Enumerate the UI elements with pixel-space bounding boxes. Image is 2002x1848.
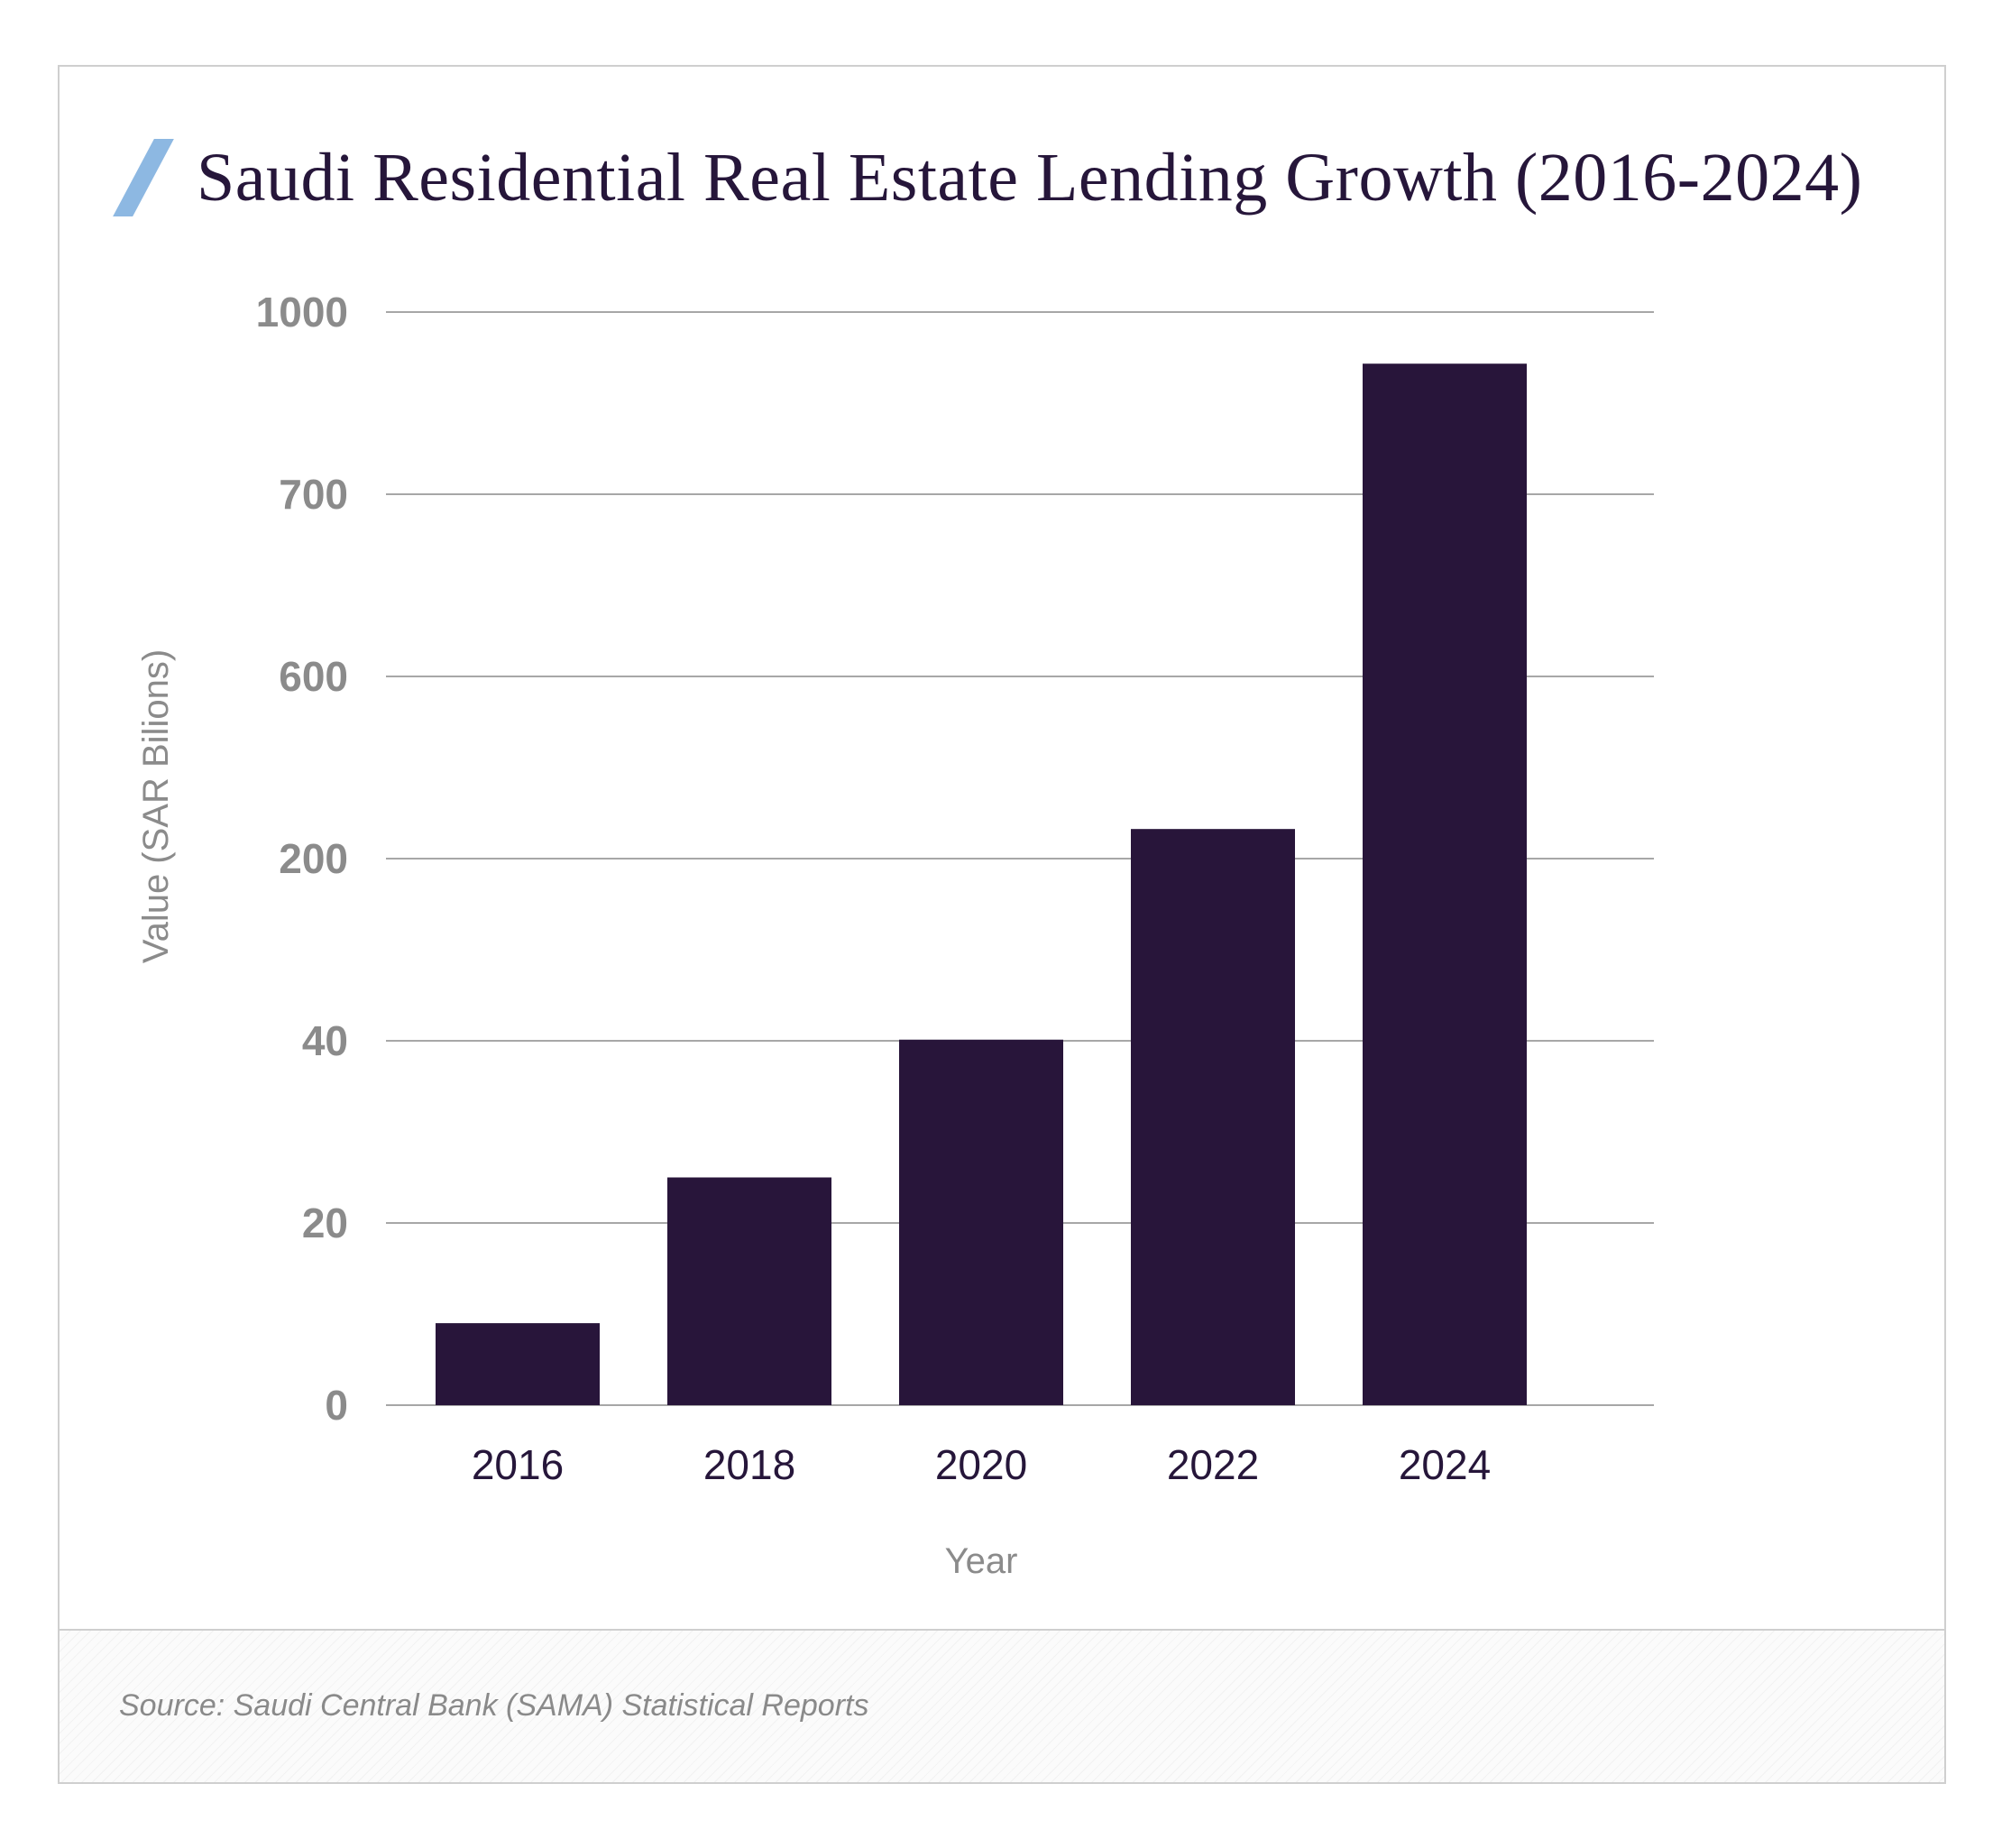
x-tick-label: 2020 xyxy=(935,1441,1027,1488)
x-tick-label: 2024 xyxy=(1399,1441,1491,1488)
x-tick-label: 2018 xyxy=(703,1441,795,1488)
chart-card: Saudi Residential Real Estate Lending Gr… xyxy=(58,65,1946,1784)
title-row: Saudi Residential Real Estate Lending Gr… xyxy=(113,119,1863,236)
x-tick-label: 2016 xyxy=(472,1441,564,1488)
y-tick-labels: 0 20 40 200 600 700 1000 xyxy=(256,289,348,1429)
y-tick-label: 40 xyxy=(302,1017,348,1064)
y-tick-label: 600 xyxy=(279,653,348,700)
x-axis-label: Year xyxy=(945,1541,1018,1581)
y-tick-label: 1000 xyxy=(256,289,348,336)
bar-2018 xyxy=(667,1177,831,1405)
bar-2016 xyxy=(436,1323,600,1405)
y-tick-label: 20 xyxy=(302,1200,348,1246)
y-axis-label: Value (SAR Bilions) xyxy=(136,649,176,963)
source-footer: Source: Saudi Central Bank (SAMA) Statis… xyxy=(60,1629,1944,1782)
y-tick-label: 700 xyxy=(279,471,348,518)
bars xyxy=(436,363,1527,1405)
y-tick-label: 0 xyxy=(325,1382,348,1429)
y-tick-label: 200 xyxy=(279,835,348,882)
bar-2022 xyxy=(1131,829,1295,1405)
source-note: Source: Saudi Central Bank (SAMA) Statis… xyxy=(119,1688,869,1723)
chart-title: Saudi Residential Real Estate Lending Gr… xyxy=(197,139,1863,216)
x-tick-label: 2022 xyxy=(1167,1441,1259,1488)
x-tick-labels: 2016 2018 2020 2022 2024 xyxy=(472,1441,1491,1488)
bar-2020 xyxy=(899,1039,1063,1405)
bar-2024 xyxy=(1363,363,1527,1405)
